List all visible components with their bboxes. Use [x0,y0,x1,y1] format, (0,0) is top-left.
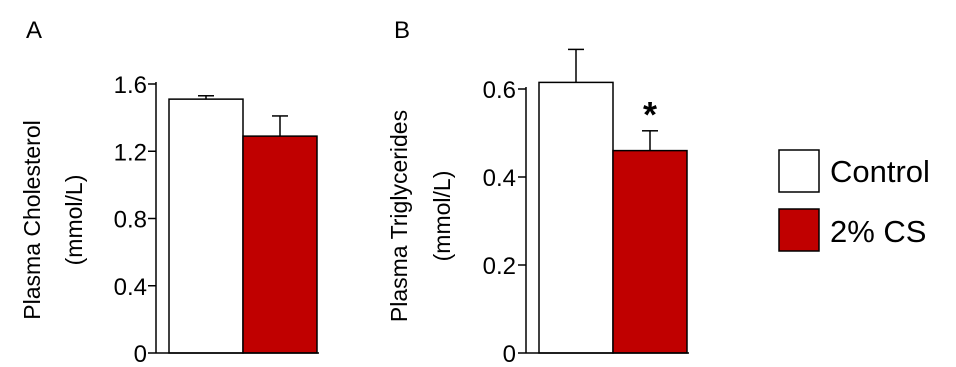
legend-swatch-control [778,149,820,193]
panel-b-significance-mark: * [643,94,657,135]
panel-a-ylabel-line1: Plasma Cholesterol [19,120,45,319]
panel-b: B Plasma Triglycerides (mmol/L) 00.20.40… [386,17,689,367]
legend-label-2cs: 2% CS [830,214,926,249]
panel-b-bar-2 [612,149,688,354]
panel-b-y-tick-label: 0 [503,341,516,362]
legend-swatch-2cs [778,208,820,252]
legend: Control 2% CS [778,149,930,252]
panel-b-letter: B [394,17,410,44]
panel-a-y-tick-label: 0.4 [114,274,147,301]
panel-a-y-tick-label: 1.2 [114,139,147,166]
panel-b-ylabel-line1: Plasma Triglycerides [386,110,412,322]
panel-a-y-tick-label: 0 [134,341,147,362]
panel-b-y-tick-label: 0.2 [483,253,516,280]
legend-label-control: Control [830,154,930,189]
panel-b-y-tick-label: 0.4 [483,165,516,192]
panel-a-plot: 0 0.4 0.8 1.2 1.6 [114,72,319,367]
panel-a-y-tick-label: 0.8 [114,207,147,234]
panel-a-ylabel-line2: (mmol/L) [61,175,87,266]
panel-a: A Plasma Cholesterol (mmol/L) 0 0.4 0.8 1.2… [19,17,319,367]
panel-a-bar-2 [242,135,318,354]
panel-b-bar-1 [538,81,614,354]
panel-a-y-tick-label: 1.6 [114,72,147,99]
panel-a-bar-1 [168,98,244,354]
panel-b-y-tick-label: 0.6 [483,77,516,104]
panel-b-ylabel-line2: (mmol/L) [429,171,455,262]
panel-b-plot: 0 0.2 0.4 0.6 * [483,48,689,367]
panel-a-letter: A [26,17,42,44]
